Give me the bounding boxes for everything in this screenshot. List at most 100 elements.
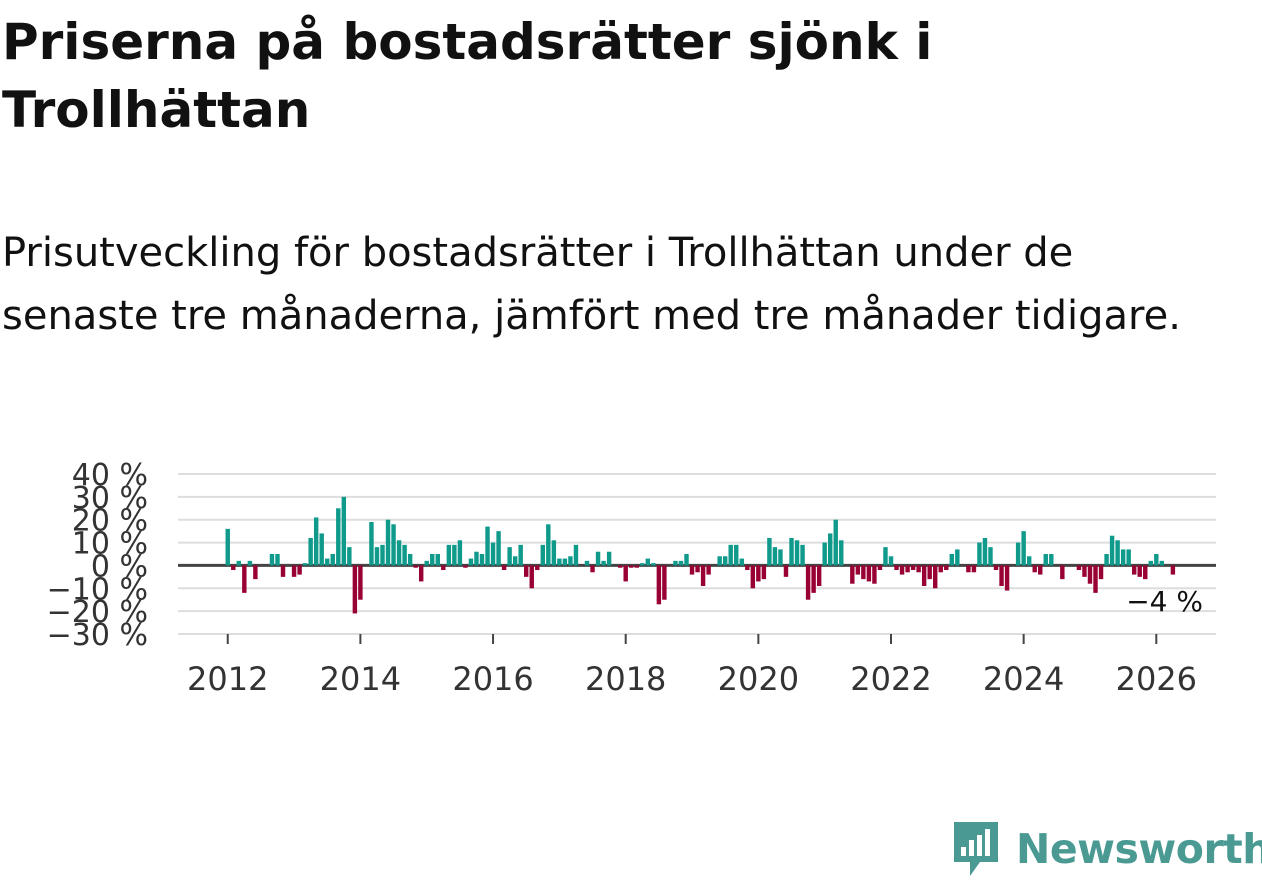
bar xyxy=(396,540,402,566)
bar xyxy=(899,565,905,575)
bar xyxy=(446,544,452,566)
bar xyxy=(535,565,540,570)
bar xyxy=(1082,565,1087,577)
bar xyxy=(501,565,507,570)
bar xyxy=(772,547,778,566)
bar xyxy=(1060,565,1065,580)
bar xyxy=(916,565,921,573)
bar xyxy=(977,542,982,566)
bar xyxy=(231,565,236,570)
bar xyxy=(584,560,590,566)
brand-name: Newsworthy xyxy=(1016,825,1262,873)
bar xyxy=(529,565,534,589)
x-tick-label: 2024 xyxy=(983,660,1064,698)
bar xyxy=(313,517,319,566)
bar xyxy=(706,565,711,575)
bar xyxy=(999,565,1004,586)
bar xyxy=(1137,565,1142,577)
bar xyxy=(1143,565,1148,580)
bar xyxy=(595,551,601,566)
bar xyxy=(336,508,341,566)
bar xyxy=(1148,560,1153,566)
bar xyxy=(374,547,380,566)
bar xyxy=(617,565,623,568)
bar xyxy=(573,544,579,566)
bar xyxy=(1131,565,1137,575)
bar xyxy=(507,547,512,566)
bar xyxy=(651,563,656,566)
bar xyxy=(1120,549,1126,566)
bar xyxy=(407,554,413,566)
bar xyxy=(645,558,651,566)
x-tick-label: 2022 xyxy=(850,660,931,698)
bar xyxy=(938,565,943,573)
bar xyxy=(734,544,739,566)
bar xyxy=(418,565,424,582)
bar xyxy=(490,542,496,566)
bar xyxy=(485,526,490,566)
bar-chart: 40 %30 %20 %10 %0 %−10 %−20 %−30 % 2012 2… xyxy=(47,458,1216,698)
bar xyxy=(452,544,457,566)
bar xyxy=(822,542,827,566)
bar xyxy=(568,556,573,566)
bar xyxy=(496,531,501,566)
bar xyxy=(634,565,639,568)
bar xyxy=(1159,560,1165,566)
y-axis: 40 %30 %20 %10 %0 %−10 %−20 %−30 % xyxy=(47,458,148,653)
bar xyxy=(1026,556,1032,566)
bar xyxy=(872,565,877,584)
bar xyxy=(623,565,628,582)
bar xyxy=(1049,554,1054,566)
bar xyxy=(684,554,689,566)
bar xyxy=(794,540,800,566)
bar xyxy=(700,565,706,586)
bar xyxy=(435,554,440,566)
bar xyxy=(966,565,971,573)
bar xyxy=(341,496,347,566)
bar xyxy=(722,556,728,566)
bar xyxy=(662,565,667,600)
bar xyxy=(402,544,407,566)
bar xyxy=(629,565,634,568)
bar xyxy=(866,565,872,582)
bar xyxy=(949,554,955,566)
y-tick-label: −20 % xyxy=(47,595,148,630)
bar xyxy=(557,558,562,566)
last-value-label: −4 % xyxy=(1126,585,1203,618)
y-tick-label: 30 % xyxy=(72,481,148,516)
chart-title: Priserna på bostadsrätter sjönk i Trollh… xyxy=(2,13,933,139)
bar xyxy=(982,538,988,566)
bar xyxy=(1032,565,1037,573)
bar xyxy=(789,538,794,566)
bar xyxy=(955,549,960,566)
bar xyxy=(352,565,358,614)
bar xyxy=(833,519,838,566)
bar xyxy=(518,544,523,566)
bar xyxy=(756,565,761,582)
bar xyxy=(717,556,722,566)
bar xyxy=(606,551,612,566)
bar xyxy=(247,560,253,566)
x-tick-label: 2026 xyxy=(1116,660,1197,698)
bar xyxy=(562,558,568,566)
bar xyxy=(424,560,429,566)
bar xyxy=(944,565,949,570)
bar xyxy=(441,565,446,570)
bar xyxy=(695,565,700,573)
bar xyxy=(1104,554,1109,566)
bar xyxy=(805,565,811,600)
bar xyxy=(640,563,645,566)
bar xyxy=(391,524,396,566)
bar xyxy=(761,565,767,580)
bar xyxy=(767,538,772,566)
y-tick-label: 10 % xyxy=(72,527,148,562)
bar xyxy=(546,524,551,566)
bar xyxy=(778,549,783,566)
bar xyxy=(839,540,844,566)
bar xyxy=(330,554,335,566)
bar xyxy=(512,556,518,566)
bar xyxy=(1004,565,1010,591)
bar xyxy=(1093,565,1098,593)
x-tick-label: 2018 xyxy=(585,660,666,698)
bar xyxy=(319,533,324,566)
